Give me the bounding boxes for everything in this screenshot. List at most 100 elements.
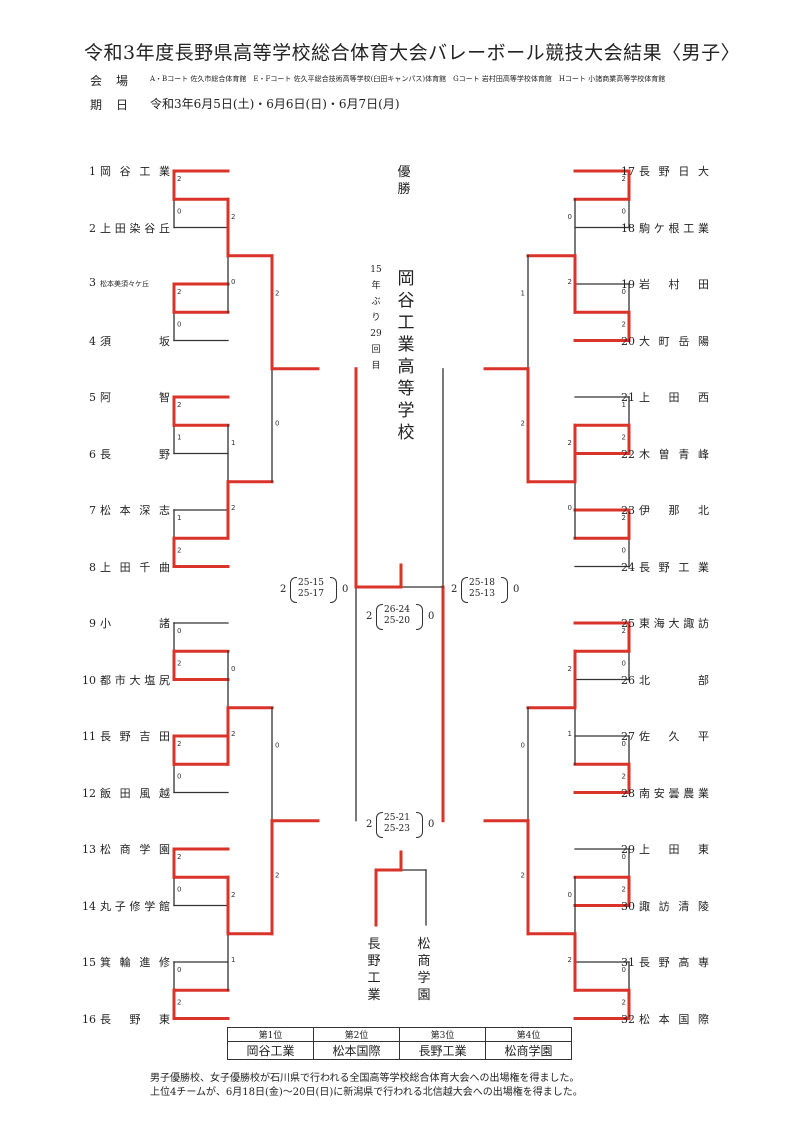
team-number: 26 [621, 673, 635, 687]
set-count: 2 [231, 891, 235, 899]
paren-left [290, 577, 297, 603]
set-score: 25-15 [298, 578, 324, 588]
set-count: 0 [622, 853, 626, 861]
set-count: 0 [521, 741, 525, 749]
set-count: 1 [177, 514, 181, 522]
results-team: 松本国際 [313, 1041, 400, 1060]
team-name: 南安曇農業 [639, 786, 709, 800]
team-name: 箕輪進修 [100, 956, 170, 969]
team-label: 21 上田西 [619, 389, 709, 405]
team-name: 上田千曲 [100, 560, 170, 574]
semifinal-right-score-left: 2 [451, 584, 458, 595]
team-name: 東海大諏訪 [639, 617, 709, 630]
team-number: 6 [89, 447, 96, 461]
team-name: 諏訪清陵 [639, 899, 709, 913]
team-number: 16 [82, 1012, 96, 1026]
set-count: 1 [231, 956, 235, 964]
set-count: 1 [622, 401, 626, 409]
paren-left [376, 812, 383, 838]
set-count: 2 [177, 740, 181, 748]
team-name: 松本美須々ケ丘 [100, 280, 149, 288]
set-count: 0 [275, 741, 279, 749]
set-count: 0 [622, 288, 626, 296]
team-label: 10 都市大塩尻 [80, 672, 170, 688]
team-label: 12 飯田風越 [80, 785, 170, 801]
set-count: 0 [568, 504, 572, 512]
team-name: 伊那北 [639, 504, 709, 517]
set-score: 25-20 [384, 616, 410, 626]
team-number: 4 [89, 334, 96, 348]
third-place-left: 長野工業 [367, 937, 381, 1003]
team-label: 5 阿智 [80, 389, 170, 405]
team-name: 駒ケ根工業 [639, 221, 709, 235]
set-count: 2 [177, 288, 181, 296]
team-label: 2 上田染谷丘 [80, 220, 170, 236]
set-count: 2 [568, 665, 572, 673]
team-name: 阿智 [100, 391, 170, 404]
team-number: 1 [89, 165, 96, 178]
set-count: 0 [275, 419, 279, 427]
team-number: 2 [89, 221, 96, 235]
team-label: 27 佐久平 [619, 728, 709, 744]
team-number: 18 [621, 221, 635, 235]
team-name: 上田染谷丘 [100, 221, 170, 235]
team-name: 飯田風越 [100, 786, 170, 800]
team-name: 大町岳陽 [639, 334, 709, 348]
team-label: 32 松本国際 [619, 1011, 709, 1027]
team-number: 12 [82, 786, 96, 800]
team-name: 都市大塩尻 [100, 673, 170, 687]
team-label: 16 長野東 [80, 1011, 170, 1027]
set-score: 25-23 [384, 824, 410, 834]
team-number: 27 [621, 730, 635, 743]
team-number: 13 [82, 843, 96, 856]
team-name: 上田東 [639, 843, 709, 856]
third-place-score-right: 0 [428, 819, 435, 830]
results-header: 第2位 [313, 1027, 400, 1042]
team-number: 19 [621, 278, 635, 291]
team-number: 31 [621, 956, 635, 969]
team-label: 7 松本深志 [80, 502, 170, 518]
set-score: 25-17 [298, 589, 324, 599]
team-name: 佐久平 [639, 730, 709, 743]
set-count: 0 [622, 659, 626, 667]
team-name: 岩村田 [639, 278, 709, 291]
set-count: 0 [177, 320, 181, 328]
results-team: 松商学園 [485, 1041, 572, 1060]
set-score: 25-18 [469, 578, 495, 588]
set-count: 2 [177, 998, 181, 1006]
results-team: 長野工業 [399, 1041, 486, 1060]
set-count: 2 [622, 772, 626, 780]
set-count: 0 [568, 213, 572, 221]
team-label: 24 長野工業 [619, 559, 709, 575]
set-count: 2 [231, 213, 235, 221]
set-count: 2 [177, 401, 181, 409]
set-count: 2 [177, 546, 181, 554]
set-count: 2 [177, 175, 181, 183]
team-number: 24 [621, 560, 635, 574]
set-count: 1 [568, 730, 572, 738]
semifinal-left-score: 2 25-15 25-17 0 [280, 577, 350, 603]
venue-label: 会場 [90, 74, 143, 88]
set-count: 1 [231, 439, 235, 447]
note: 男子優勝校、女子優勝校が石川県で行われる全国高等学校総合体育大会への出場権を得ま… [150, 1073, 580, 1084]
champion-team: 岡谷工業高等学校 [397, 269, 415, 443]
team-label: 25 東海大諏訪 [619, 615, 709, 631]
team-label: 3 松本美須々ケ丘 [80, 276, 170, 289]
team-name: 須坂 [100, 334, 170, 348]
team-number: 3 [89, 276, 96, 289]
date-label: 期日 [90, 98, 143, 112]
team-number: 20 [621, 334, 635, 348]
date-text: 令和3年6月5日(土)・6月6日(日)・6月7日(月) [150, 97, 400, 111]
team-name: 長野高専 [639, 956, 709, 969]
team-label: 30 諏訪清陵 [619, 898, 709, 914]
team-name: 長野吉田 [100, 730, 170, 743]
paren-right [330, 577, 337, 603]
set-count: 2 [622, 627, 626, 635]
set-count: 2 [177, 853, 181, 861]
set-count: 0 [177, 627, 181, 635]
semifinal-left-score-right: 0 [342, 584, 349, 595]
set-count: 2 [622, 998, 626, 1006]
team-label: 13 松商学園 [80, 841, 170, 857]
team-name: 長野工業 [639, 560, 709, 574]
